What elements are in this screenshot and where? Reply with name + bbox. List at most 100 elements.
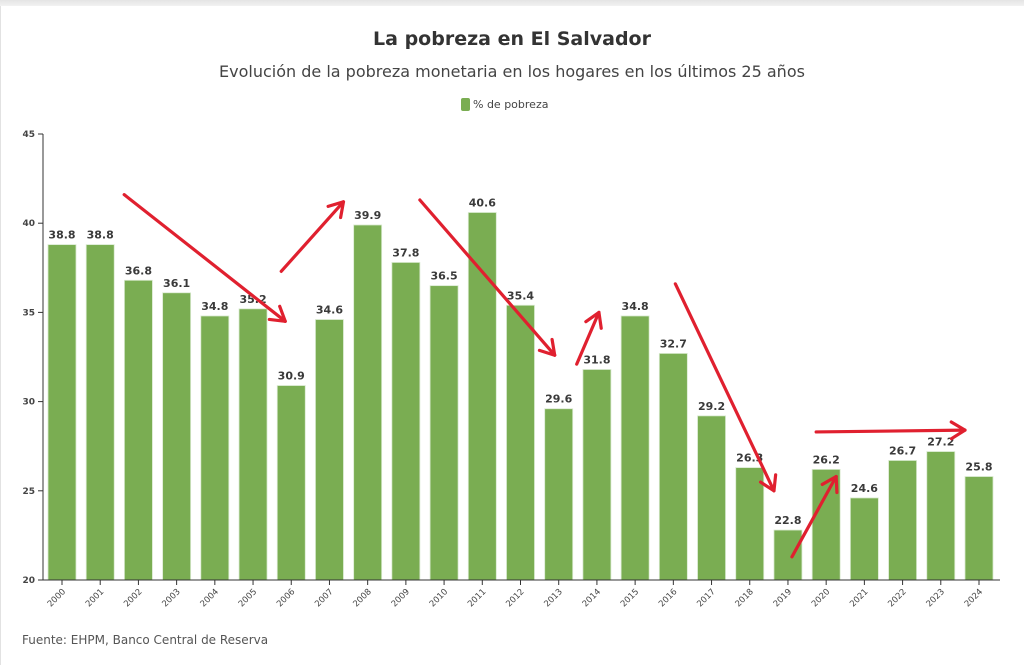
arrow-shaft [418, 198, 557, 357]
value-label-2017: 29.2 [698, 400, 725, 413]
source-note: Fuente: EHPM, Banco Central de Reserva [22, 633, 269, 647]
bar-2008 [353, 224, 383, 581]
bar-2012 [506, 304, 535, 581]
arrow-head [326, 200, 346, 220]
bar-2005 [238, 308, 268, 581]
arrow-shaft [790, 474, 838, 559]
x-tick-label-2009: 2009 [390, 587, 412, 609]
x-tick-label-2024: 2024 [963, 587, 985, 609]
value-label-2009: 37.8 [392, 246, 419, 259]
trend-arrow-down-5 [673, 282, 778, 493]
y-tick-label-30: 30 [22, 398, 35, 408]
chart-title: La pobreza en El Salvador [373, 28, 651, 50]
x-tick-label-2014: 2014 [581, 587, 603, 609]
bar-2007 [315, 319, 344, 581]
arrow-head [584, 310, 603, 330]
trend-arrow-flat-7 [814, 420, 967, 441]
x-tick-label-2001: 2001 [84, 587, 106, 609]
trend-arrow-up-4 [575, 310, 603, 366]
x-tick-label-2000: 2000 [46, 587, 68, 609]
x-tick-label-2003: 2003 [160, 587, 182, 609]
bar-2003 [162, 292, 192, 581]
value-label-2004: 34.8 [201, 300, 228, 313]
bar-2010 [429, 285, 459, 581]
bar-2013 [544, 408, 574, 581]
value-label-2021: 24.6 [851, 482, 878, 495]
arrow-head [267, 304, 287, 323]
bar-2023 [926, 451, 956, 581]
arrow-shaft [673, 282, 776, 493]
arrow-shaft [814, 428, 967, 434]
value-label-2020: 26.2 [813, 453, 840, 466]
value-label-2003: 36.1 [163, 277, 190, 290]
x-tick-label-2022: 2022 [886, 587, 908, 609]
y-tick-label-20: 20 [22, 576, 35, 586]
bar-2016 [658, 353, 688, 581]
bar-2011 [467, 212, 497, 581]
chart-subtitle: Evolución de la pobreza monetaria en los… [219, 62, 805, 81]
value-label-2012: 35.4 [507, 289, 534, 302]
x-tick-label-2016: 2016 [657, 587, 679, 609]
trend-arrow-down-1 [122, 193, 287, 323]
value-label-2024: 25.8 [965, 461, 992, 474]
window-left-edge [0, 6, 1, 665]
x-tick-label-2023: 2023 [925, 587, 947, 609]
x-tick-label-2007: 2007 [313, 587, 335, 609]
trend-arrow-up-6 [790, 474, 839, 559]
bar-2004 [200, 315, 230, 581]
x-tick-label-2006: 2006 [275, 587, 297, 609]
arrow-head [758, 473, 778, 493]
arrow-shaft [279, 200, 346, 273]
y-tick-label-45: 45 [22, 130, 35, 140]
value-label-2010: 36.5 [431, 270, 458, 283]
value-label-2000: 38.8 [48, 229, 75, 242]
x-tick-label-2015: 2015 [619, 587, 641, 609]
legend-swatch [461, 98, 470, 111]
annotation-arrows-group [122, 193, 967, 559]
legend[interactable]: % de pobreza [461, 98, 548, 111]
value-label-2016: 32.7 [660, 337, 687, 350]
trend-arrow-down-3 [418, 198, 557, 357]
value-label-2008: 39.9 [354, 209, 381, 222]
x-tick-label-2002: 2002 [122, 587, 144, 609]
value-label-2002: 36.8 [125, 264, 152, 277]
value-label-2022: 26.7 [889, 444, 916, 457]
bar-2015 [620, 315, 650, 581]
x-tick-label-2018: 2018 [733, 587, 755, 609]
x-tick-label-2008: 2008 [351, 587, 373, 609]
arrow-head [820, 474, 839, 495]
arrow-head [949, 420, 967, 441]
value-label-2015: 34.8 [622, 300, 649, 313]
x-tick-label-2021: 2021 [848, 587, 870, 609]
x-tick-label-2017: 2017 [695, 587, 717, 609]
x-tick-label-2012: 2012 [504, 587, 526, 609]
value-label-2023: 27.2 [927, 436, 954, 449]
value-labels-group: 38.8 38.836.836.134.835.230.934.639.937.8… [48, 196, 992, 527]
value-label-2006: 30.9 [278, 370, 305, 383]
bar-2000 [47, 244, 77, 581]
arrow-head [537, 337, 557, 357]
y-tick-label-40: 40 [22, 219, 35, 229]
bar-2001 [85, 244, 115, 581]
value-label-2014: 31.8 [583, 353, 610, 366]
bar-2018 [735, 467, 765, 581]
legend-label: % de pobreza [473, 98, 549, 111]
trend-arrow-up-2 [279, 200, 346, 273]
arrow-shaft [122, 193, 287, 323]
bars-group [47, 212, 994, 581]
y-tick-label-35: 35 [22, 308, 35, 318]
bar-2021 [849, 497, 879, 581]
x-tick-label-2005: 2005 [237, 587, 259, 609]
y-tick-label-25: 25 [22, 487, 35, 497]
value-label-2001: 38.8 [87, 229, 114, 242]
x-tick-label-2013: 2013 [542, 587, 564, 609]
bar-2019 [773, 529, 803, 581]
value-label-2007: 34.6 [316, 304, 343, 317]
arrow-shaft [575, 310, 601, 366]
value-label-2013: 29.6 [545, 393, 572, 406]
x-tick-label-2019: 2019 [772, 587, 794, 609]
bar-2006 [276, 385, 306, 581]
window-top-band [0, 0, 1024, 6]
bar-2022 [888, 460, 917, 581]
